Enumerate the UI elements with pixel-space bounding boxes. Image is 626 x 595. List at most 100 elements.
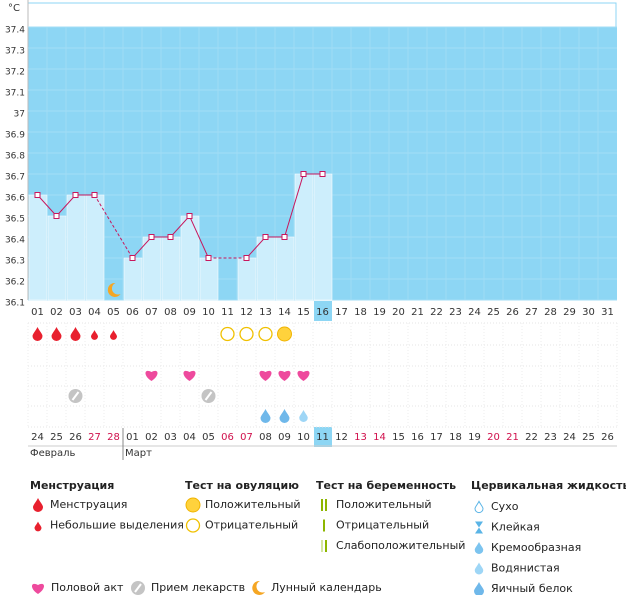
day-marker: [277, 326, 292, 342]
y-tick-label: 36.8: [5, 152, 25, 162]
day-label: 28: [544, 307, 557, 318]
drop-icon: [474, 500, 484, 514]
bar: [313, 173, 333, 301]
date-label: 12: [335, 432, 348, 443]
point: [148, 234, 155, 240]
legend-item: Положительный: [185, 497, 301, 513]
drop-icon: [474, 542, 484, 554]
day-label: 23: [449, 307, 462, 318]
drop-icon: [33, 498, 43, 512]
legend-title: Менструация: [30, 479, 114, 492]
legend-item: Отрицательный: [185, 518, 298, 533]
drop-icon: [32, 327, 43, 342]
drop-icon: [34, 521, 42, 532]
date-label: 10: [297, 432, 310, 443]
date-label: 18: [449, 432, 462, 443]
bar: [199, 257, 219, 301]
legend-item: Кремообразная: [474, 541, 581, 554]
day-marker: [68, 389, 83, 403]
heart-icon: [278, 370, 291, 381]
day-label: 11: [221, 307, 234, 318]
heart-icon: [31, 583, 45, 594]
preg-bar: [321, 540, 323, 552]
temperature-line: [37, 194, 95, 217]
date-label: 09: [278, 432, 291, 443]
day-marker: [239, 326, 254, 342]
day-marker: [107, 282, 121, 297]
y-tick-label: 36.6: [5, 194, 25, 204]
legend-item: Менструация: [33, 498, 127, 512]
legend-title: Тест на овуляцию: [185, 479, 299, 492]
legend-label: Кремообразная: [491, 541, 581, 554]
day-label: 30: [582, 307, 595, 318]
date-label: 05: [202, 432, 215, 443]
legend-label: Слабоположительный: [336, 539, 465, 552]
day-marker: [220, 326, 235, 342]
legend-label: Положительный: [336, 498, 432, 511]
day-marker: [260, 409, 271, 423]
drop-icon: [51, 327, 62, 342]
point: [262, 234, 269, 240]
y-tick-label: 36.4: [5, 236, 25, 246]
bar: [47, 215, 67, 301]
day-marker: [279, 409, 290, 423]
legend-label: Яичный белок: [491, 582, 573, 595]
y-tick-label: 37.3: [5, 47, 25, 57]
y-tick-label: 36.7: [5, 173, 25, 183]
legend-item: Яичный белок: [474, 582, 573, 595]
day-label: 02: [50, 307, 63, 318]
bar: [256, 236, 276, 301]
preg-bar: [325, 540, 327, 552]
drop-icon: [110, 330, 117, 340]
point: [167, 234, 174, 240]
date-label: 15: [392, 432, 405, 443]
today-date-highlight: [314, 427, 332, 447]
drop-icon: [474, 582, 484, 595]
day-label: 03: [69, 307, 82, 318]
y-unit: °C: [8, 3, 20, 14]
day-label: 16: [316, 307, 329, 318]
day-marker: [278, 370, 291, 381]
day-marker: [110, 330, 117, 340]
moon-icon: [107, 282, 121, 297]
y-tick-label: 36.5: [5, 215, 25, 225]
bar: [180, 215, 200, 301]
y-tick-label: 36.1: [5, 299, 25, 309]
point: [72, 192, 79, 198]
legend-title: Тест на беременность: [316, 479, 456, 492]
legend-label: Водянистая: [491, 562, 560, 575]
date-label: 22: [525, 432, 538, 443]
legend-item: Слабоположительный: [321, 539, 465, 552]
date-label: 06: [221, 432, 234, 443]
bar: [28, 194, 48, 301]
legend-item: Отрицательный: [323, 519, 429, 532]
legend-label: Небольшие выделения: [50, 519, 184, 532]
y-tick-label: 37.2: [5, 68, 25, 78]
point: [186, 213, 193, 219]
legend-label: Отрицательный: [205, 519, 298, 532]
legend-label: Сухо: [491, 500, 519, 513]
point: [319, 171, 326, 177]
date-label: 25: [50, 432, 63, 443]
pill-line: [71, 391, 80, 401]
drop-icon: [260, 409, 271, 423]
bar: [237, 257, 257, 301]
heart-icon: [145, 370, 158, 381]
day-label: 25: [487, 307, 500, 318]
date-label: 11: [316, 432, 329, 443]
day-label: 20: [392, 307, 405, 318]
gap-connector: [94, 194, 133, 259]
bar: [142, 236, 162, 301]
drop-icon: [91, 330, 98, 340]
date-label: 25: [582, 432, 595, 443]
day-label: 22: [430, 307, 443, 318]
legend-label: Прием лекарств: [151, 581, 245, 594]
legend-label: Отрицательный: [336, 519, 429, 532]
day-marker: [201, 389, 216, 403]
date-label: 13: [354, 432, 367, 443]
point: [53, 213, 60, 219]
day-label: 14: [278, 307, 291, 318]
date-label: 01: [126, 432, 139, 443]
bar: [66, 194, 86, 301]
